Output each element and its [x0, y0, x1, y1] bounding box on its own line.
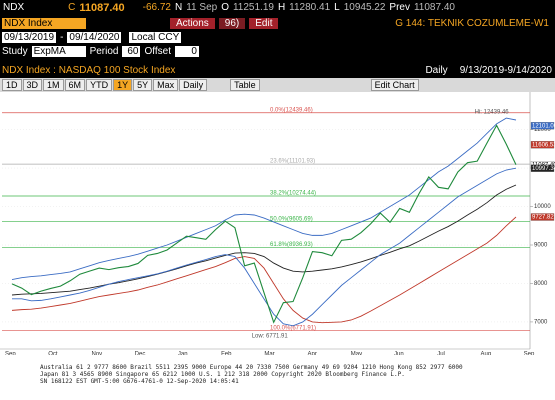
series-line — [12, 167, 517, 327]
price-tag — [530, 141, 555, 149]
price-tag-label: 12101.00 — [532, 123, 555, 129]
period-label: Period — [89, 46, 119, 57]
edit-button[interactable]: Edit — [249, 17, 279, 29]
range-button[interactable]: 5Y — [133, 79, 153, 91]
series-line — [11, 124, 517, 324]
chart: 7000800090001000011000120000.0%(12439.46… — [0, 92, 555, 355]
study-input[interactable]: ExpMA — [31, 46, 86, 57]
price: 11087.40 — [79, 1, 125, 14]
range-button[interactable]: Max — [153, 79, 179, 91]
actions-button[interactable]: Actions — [170, 17, 215, 29]
range-button[interactable]: 3D — [22, 79, 43, 91]
chart-toolbar: 1D 3D 1M 6M YTD 1Y 5Y Max Daily Table Edit Chart — [0, 78, 555, 92]
date-bar: 09/13/2019 - 09/14/2020 Local CCY — [0, 31, 555, 44]
y-tick-label: 8000 — [534, 281, 548, 287]
price-label: C — [68, 2, 76, 13]
x-tick-label: Nov — [91, 352, 102, 355]
security-input[interactable]: NDX Index — [2, 17, 86, 29]
end-date[interactable]: 09/14/2020 — [67, 32, 122, 43]
footer-line: Australia 61 2 9777 8600 Brazil 5511 239… — [40, 364, 463, 371]
date-dash: - — [60, 32, 64, 43]
date-range: 9/13/2019-9/14/2020 — [459, 65, 552, 76]
y-tick-label: 7000 — [534, 320, 548, 326]
price-tag — [530, 164, 555, 172]
x-tick-label: Mar — [264, 352, 274, 355]
table-button[interactable]: Table — [230, 79, 260, 91]
ticker: NDX — [3, 2, 25, 13]
description-bar: NDX Index : NASDAQ 100 Stock Index Daily… — [0, 64, 555, 77]
price-tag — [530, 122, 555, 130]
open-label: O — [221, 2, 229, 13]
offset-label: Offset — [144, 46, 171, 57]
x-tick-label: Oct — [48, 352, 58, 355]
frequency: Daily — [425, 65, 448, 76]
date: 11 Sep — [186, 2, 218, 13]
high-label: H — [277, 2, 286, 13]
page-title: G 144: TEKNIK COZUMLEME-W1 — [395, 17, 549, 29]
x-tick-label: Jan — [178, 352, 188, 355]
range-button[interactable]: 1D — [2, 79, 22, 91]
x-tick-label: Dec — [135, 352, 146, 355]
study-label: Study — [2, 46, 28, 57]
annotation: Hi: 12439.46 — [475, 109, 510, 115]
footer: Australia 61 2 9777 8600 Brazil 5511 239… — [0, 355, 555, 400]
x-tick-label: May — [351, 352, 362, 355]
level-label: 50.0%(9605.69) — [270, 216, 313, 222]
x-tick-label: Sep — [5, 352, 16, 355]
low: 10945.22 — [343, 2, 386, 13]
offset-input[interactable]: 0 — [174, 46, 199, 57]
range-button[interactable]: 1M — [43, 79, 64, 91]
high: 11280.41 — [289, 2, 331, 13]
change: -66.72 — [142, 2, 171, 13]
quote-bar: NDX C 11087.40 -66.72 N 11 Sep O 11251.1… — [0, 0, 555, 15]
level-label: 23.6%(11101.93) — [270, 159, 315, 165]
range-button[interactable]: 1Y — [113, 79, 133, 91]
x-tick-label: Jun — [394, 352, 404, 355]
level-label: 0.0%(12439.46) — [270, 107, 313, 113]
annotation: Low: 6771.91 — [252, 333, 289, 339]
period-input[interactable]: 60 — [122, 46, 141, 57]
edit-chart-button[interactable]: Edit Chart — [370, 79, 419, 91]
currency-select[interactable]: Local CCY — [129, 32, 182, 43]
x-tick-label: Jul — [437, 352, 445, 355]
prev-label: Prev — [389, 2, 410, 13]
range-button[interactable]: YTD — [86, 79, 113, 91]
x-tick-label: Sep — [524, 352, 535, 355]
y-tick-label: 9000 — [534, 243, 548, 249]
y-tick-label: 10000 — [534, 204, 551, 210]
study-bar: Study ExpMA Period 60 Offset 0 — [0, 45, 555, 58]
price-tag-label: 9727.82 — [532, 215, 554, 221]
y-tick-label: 12000 — [534, 127, 551, 133]
edit-number[interactable]: 96) — [218, 17, 246, 29]
series-line — [11, 216, 517, 324]
level-label: 100.0%(6771.91) — [270, 325, 316, 331]
x-tick-label: Aug — [480, 352, 491, 355]
side: N — [175, 2, 183, 13]
level-label: 38.2%(10274.44) — [270, 191, 316, 197]
open: 11251.19 — [232, 2, 274, 13]
price-tag — [530, 213, 555, 221]
x-tick-label: Feb — [221, 352, 232, 355]
footer-line: Japan 81 3 4565 8900 Singapore 65 6212 1… — [40, 371, 405, 378]
range-button[interactable]: 6M — [64, 79, 86, 91]
description: NDX Index : NASDAQ 100 Stock Index — [2, 65, 176, 76]
series-line — [11, 117, 517, 281]
prev: 11087.40 — [413, 2, 455, 13]
start-date[interactable]: 09/13/2019 — [2, 32, 57, 43]
footer-line: SN 168122 EST GMT-5:00 G676-4761-0 12-Se… — [40, 378, 239, 385]
x-tick-label: Apr — [308, 352, 317, 355]
frequency-select[interactable]: Daily — [179, 79, 208, 91]
series-line — [11, 184, 517, 296]
price-tag-label: 11606.53 — [532, 142, 555, 148]
level-label: 61.8%(8936.93) — [270, 242, 313, 248]
price-tag-label: 10997.34 — [532, 166, 555, 172]
low-label: L — [334, 2, 340, 13]
command-bar: NDX Index Actions 96) Edit G 144: TEKNIK… — [0, 16, 555, 30]
